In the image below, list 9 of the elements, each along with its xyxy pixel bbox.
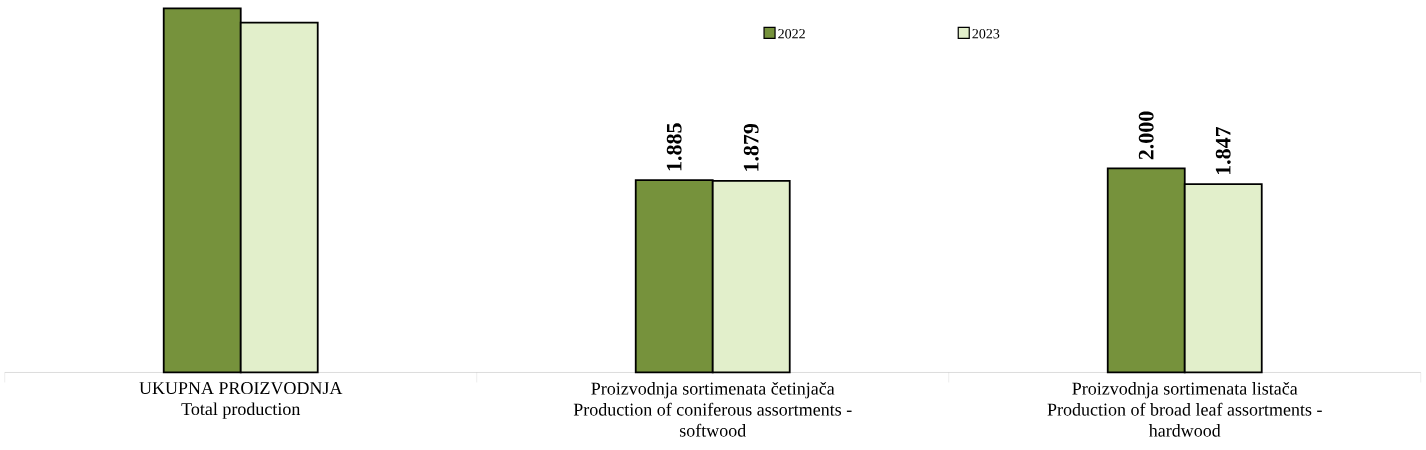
- x-tick-label: Proizvodnja sortimenata listača Production of broad leaf assortments - hardwood: [1047, 382, 1322, 437]
- data-label: 1.885: [666, 123, 682, 171]
- legend-label: 2023: [972, 29, 1000, 39]
- data-label: 2.000: [1138, 111, 1154, 160]
- data-label: 1.879: [743, 123, 759, 171]
- x-tick-label: Proizvodnja sortimenata četinjača Production of coniferous assortments - softwood: [573, 382, 852, 437]
- legend-label: 2022: [778, 29, 805, 39]
- x-tick-label: UKUPNA PROIZVODNJA Total production: [139, 382, 343, 419]
- data-label: 1.847: [1215, 126, 1231, 175]
